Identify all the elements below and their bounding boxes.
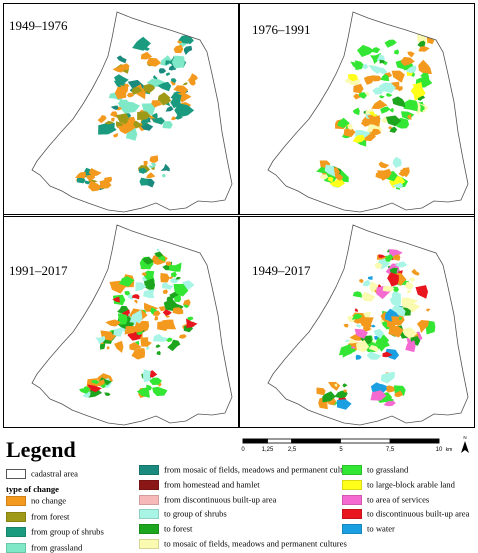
legend-item: from forest xyxy=(6,511,69,522)
cadastral-boundary xyxy=(31,11,233,213)
legend-swatch xyxy=(342,465,362,476)
legend-swatch xyxy=(139,494,159,505)
legend-label: to area of services xyxy=(367,494,430,505)
legend-label: from mosaic of fields, meadows and perma… xyxy=(164,464,357,475)
legend-swatch xyxy=(342,509,362,520)
land-change-patches xyxy=(75,34,198,192)
svg-text:N: N xyxy=(463,435,466,440)
legend-item: to mosaic of fields, meadows and permane… xyxy=(139,538,347,550)
legend-label: to mosaic of fields, meadows and permane… xyxy=(164,538,347,549)
legend-label: from homestead and hamlet xyxy=(164,479,260,490)
cadastral-boundary xyxy=(267,11,469,213)
map-1991-2017 xyxy=(31,224,233,426)
north-arrow-icon: N xyxy=(461,435,469,453)
map-panel-2: 1976–1991 xyxy=(239,3,475,215)
legend-swatch xyxy=(139,509,159,520)
legend-swatch xyxy=(139,524,159,535)
legend-label: to discontinuous built-up area xyxy=(367,508,470,519)
legend-label: to forest xyxy=(164,523,193,534)
scale-bar: 0 1,25 2,5 5 7,5 10 km N xyxy=(241,435,469,453)
legend-item: to forest xyxy=(139,523,193,535)
legend-swatch xyxy=(139,539,159,550)
legend-item: to discontinuous built-up area xyxy=(342,508,470,520)
scale-unit: km xyxy=(446,447,453,453)
scale-tick: 7,5 xyxy=(386,447,395,453)
land-change-patches xyxy=(316,33,435,190)
legend-swatch xyxy=(342,479,362,490)
legend-item: to area of services xyxy=(342,494,429,505)
legend-label: from group of shrubs xyxy=(31,526,104,537)
legend-label: cadastral area xyxy=(31,468,78,479)
scale-tick: 1,25 xyxy=(262,447,274,453)
legend-label: to grassland xyxy=(367,464,409,475)
land-change-patches xyxy=(316,249,436,410)
legend-label: from grassland xyxy=(31,542,83,553)
legend-item: to group of shrubs xyxy=(139,508,227,520)
land-change-patches xyxy=(79,248,198,398)
legend-swatch xyxy=(6,511,26,522)
legend-label: from forest xyxy=(31,511,70,522)
legend-label: from discontinuous built-up area xyxy=(164,494,277,505)
map-1976-1991 xyxy=(267,11,469,213)
scale-tick: 10 xyxy=(436,447,443,453)
legend-label: to group of shrubs xyxy=(164,508,227,519)
scale-tick: 5 xyxy=(339,447,343,453)
legend-swatch xyxy=(139,479,159,490)
map-panel-3: 1991–2017 xyxy=(3,216,239,428)
legend-swatch xyxy=(6,496,26,507)
cadastral-swatch xyxy=(6,469,26,480)
cadastral-boundary xyxy=(31,224,233,426)
legend-item: to large-block arable land xyxy=(342,479,455,490)
legend-item: no change xyxy=(6,495,67,507)
panel-title: 1949–2017 xyxy=(252,263,311,278)
legend-swatch xyxy=(342,494,362,505)
panel-title: 1976–1991 xyxy=(252,22,311,37)
legend-label: to water xyxy=(367,523,395,534)
map-panel-4: 1949–2017 xyxy=(239,216,475,428)
legend-title: Legend xyxy=(6,437,76,462)
legend-label: no change xyxy=(31,495,67,506)
legend-item: from mosaic of fields, meadows and perma… xyxy=(139,464,357,476)
legend-label: to large-block arable land xyxy=(367,479,455,490)
legend-item: to grassland xyxy=(342,464,409,476)
map-1949-1976 xyxy=(31,11,233,213)
legend-item-cadastral: cadastral area xyxy=(6,468,78,480)
legend-swatch xyxy=(342,524,362,535)
cadastral-boundary xyxy=(267,224,469,426)
legend-swatch xyxy=(6,542,26,553)
legend-swatch xyxy=(139,465,159,476)
scale-tick: 0 xyxy=(241,447,245,453)
scale-tick: 2,5 xyxy=(288,447,297,453)
legend-item: to water xyxy=(342,523,395,535)
legend-subheading: type of change xyxy=(6,484,59,494)
legend-item: from homestead and hamlet xyxy=(139,479,260,490)
panel-title: 1949–1976 xyxy=(9,18,68,33)
legend-item: from group of shrubs xyxy=(6,526,104,538)
map-1949-2017 xyxy=(267,224,469,426)
panel-title: 1991–2017 xyxy=(9,263,68,278)
legend-item: from discontinuous built-up area xyxy=(139,494,276,505)
map-panel-1: 1949–1976 xyxy=(3,3,239,215)
legend-swatch xyxy=(6,527,26,538)
legend-item: from grassland xyxy=(6,542,82,553)
